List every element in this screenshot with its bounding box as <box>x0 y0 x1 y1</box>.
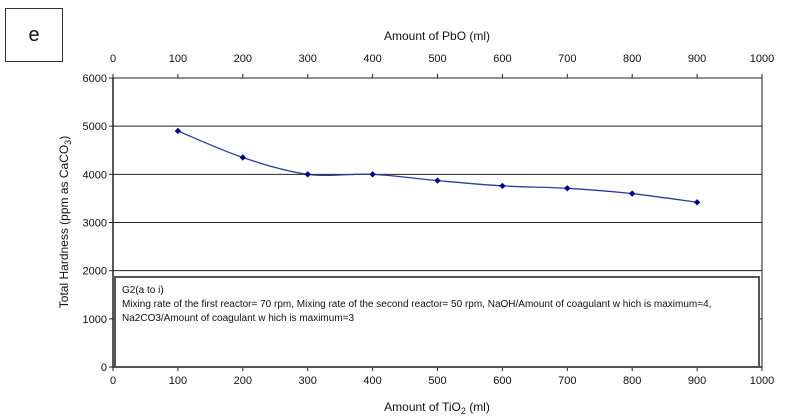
data-point <box>693 199 701 206</box>
y-tick-label: 6000 <box>83 73 107 85</box>
x2-tick-label: 700 <box>558 53 576 65</box>
data-point <box>434 177 441 184</box>
x2-tick-label: 600 <box>493 53 511 65</box>
y-tick-label: 5000 <box>83 121 107 133</box>
data-point <box>564 185 571 192</box>
x-tick-label: 200 <box>234 375 252 387</box>
x-tick-label: 600 <box>493 375 511 387</box>
panel-label: e <box>28 23 40 46</box>
x-tick-label: 1000 <box>750 375 774 387</box>
x2-tick-label: 300 <box>299 53 317 65</box>
x-tick-label: 900 <box>688 375 706 387</box>
bottom-axis-label-unit: (ml) <box>466 400 490 414</box>
x-tick-label: 800 <box>623 375 641 387</box>
data-point <box>174 127 182 135</box>
conditions-note: G2(a to i) Mixing rate of the first reac… <box>114 276 760 368</box>
x-tick-label: 500 <box>428 375 446 387</box>
left-axis-label: Total Hardness (ppm as CaCO3) <box>57 136 73 308</box>
note-text: Mixing rate of the first reactor= 70 rpm… <box>122 299 712 324</box>
data-point <box>499 182 506 190</box>
x-tick-label: 100 <box>169 375 187 387</box>
data-point <box>304 171 311 178</box>
left-axis-label-main: Total Hardness (ppm as CaCO <box>57 145 71 308</box>
tick-labels: 0100020003000400050006000001001002002003… <box>83 53 775 387</box>
x2-tick-label: 900 <box>688 53 706 65</box>
bottom-axis-label-subscript: 2 <box>461 406 466 416</box>
data-point <box>629 190 636 197</box>
series-path <box>177 130 698 203</box>
x2-tick-label: 1000 <box>750 53 774 65</box>
x2-tick-label: 100 <box>169 53 187 65</box>
x2-tick-label: 400 <box>363 53 381 65</box>
bottom-axis-label: Amount of TiO2 (ml) <box>384 400 490 416</box>
data-point <box>239 154 246 161</box>
y-tick-label: 2000 <box>83 266 107 278</box>
panel-label-box: e <box>5 8 63 62</box>
x-tick-label: 400 <box>363 375 381 387</box>
left-axis-label-end: ) <box>57 136 71 140</box>
y-tick-label: 0 <box>101 362 107 374</box>
series-line <box>174 127 701 206</box>
y-tick-label: 4000 <box>83 169 107 181</box>
x2-tick-label: 0 <box>110 53 116 65</box>
x2-tick-label: 200 <box>234 53 252 65</box>
x2-tick-label: 800 <box>623 53 641 65</box>
x-tick-label: 0 <box>110 375 116 387</box>
bottom-axis-label-main: Amount of TiO <box>384 400 461 414</box>
x-tick-label: 300 <box>299 375 317 387</box>
left-axis-label-subscript: 3 <box>63 140 73 145</box>
x2-tick-label: 500 <box>428 53 446 65</box>
x-tick-label: 700 <box>558 375 576 387</box>
data-point <box>369 171 376 178</box>
y-tick-label: 3000 <box>83 218 107 230</box>
note-title: G2(a to i) <box>122 285 164 296</box>
top-axis-label: Amount of PbO (ml) <box>384 29 490 43</box>
y-tick-label: 1000 <box>83 314 107 326</box>
